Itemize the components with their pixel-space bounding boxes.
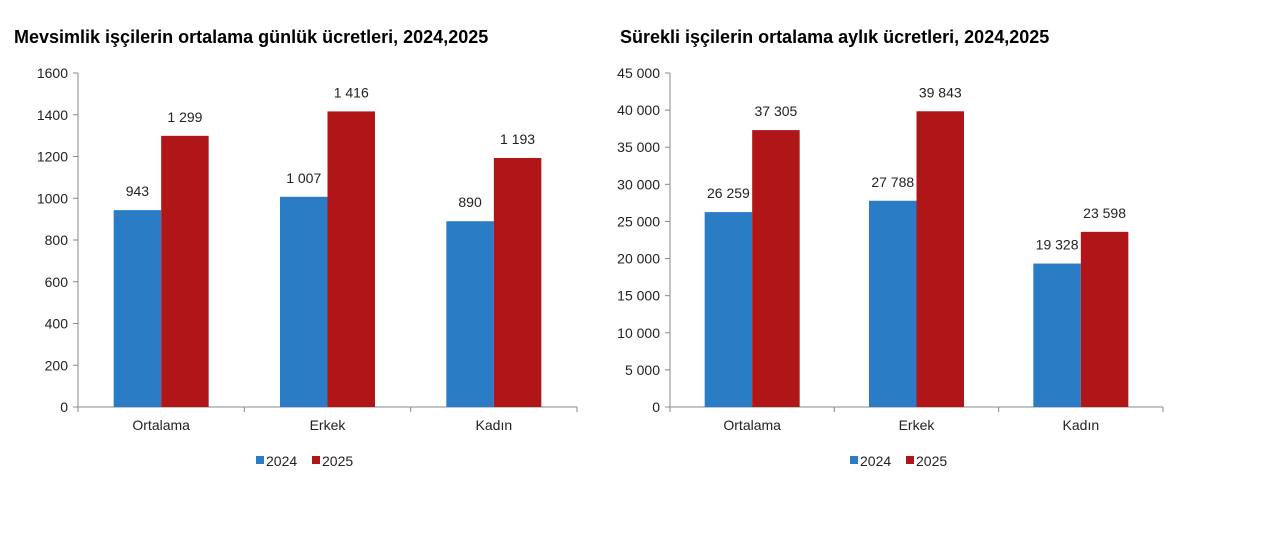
y-tick-label: 400 bbox=[45, 316, 69, 332]
x-tick-label: Kadın bbox=[476, 417, 513, 433]
legend-label: 2024 bbox=[266, 453, 297, 469]
y-tick-label: 0 bbox=[652, 399, 660, 415]
y-tick-label: 600 bbox=[45, 274, 69, 290]
y-tick-label: 1200 bbox=[37, 149, 68, 165]
x-tick-label: Kadın bbox=[1063, 417, 1100, 433]
legend-swatch-2025 bbox=[906, 456, 914, 464]
data-label: 26 259 bbox=[707, 185, 750, 201]
y-tick-label: 1400 bbox=[37, 107, 68, 123]
data-label: 37 305 bbox=[755, 103, 798, 119]
bar-2024-kadın bbox=[446, 221, 494, 407]
y-tick-label: 5 000 bbox=[625, 362, 660, 378]
x-tick-label: Ortalama bbox=[723, 417, 781, 433]
legend-label: 2025 bbox=[322, 453, 353, 469]
data-label: 1 299 bbox=[167, 109, 202, 125]
bar-2025-erkek bbox=[327, 111, 375, 407]
data-label: 1 193 bbox=[500, 131, 535, 147]
data-label: 23 598 bbox=[1083, 205, 1126, 221]
bar-2025-kadın bbox=[493, 157, 542, 407]
x-tick-label: Erkek bbox=[310, 417, 347, 433]
data-label: 1 007 bbox=[286, 170, 321, 186]
y-tick-label: 800 bbox=[45, 232, 69, 248]
legend-swatch-2024 bbox=[256, 456, 264, 464]
bar-2025-erkek bbox=[916, 111, 964, 407]
legend-label: 2024 bbox=[860, 453, 891, 469]
y-tick-label: 0 bbox=[60, 399, 68, 415]
y-tick-label: 10 000 bbox=[617, 325, 660, 341]
legend-label: 2025 bbox=[916, 453, 947, 469]
bar-2024-kadın bbox=[1033, 263, 1081, 407]
y-tick-label: 25 000 bbox=[617, 213, 660, 229]
y-tick-label: 15 000 bbox=[617, 288, 660, 304]
bar-2025-kadın bbox=[1080, 231, 1129, 407]
bar-2024-ortalama bbox=[704, 212, 753, 407]
y-tick-label: 1000 bbox=[37, 190, 68, 206]
data-label: 1 416 bbox=[334, 84, 369, 100]
y-tick-label: 30 000 bbox=[617, 176, 660, 192]
y-tick-label: 1600 bbox=[37, 65, 68, 81]
x-tick-label: Ortalama bbox=[132, 417, 190, 433]
chart-title-permanent: Sürekli işçilerin ortalama aylık ücretle… bbox=[620, 27, 1050, 47]
bar-2024-ortalama bbox=[113, 210, 162, 407]
bar-2025-ortalama bbox=[161, 135, 209, 408]
bar-2024-erkek bbox=[280, 196, 328, 407]
bar-2024-erkek bbox=[869, 200, 917, 407]
chart-title-seasonal: Mevsimlik işçilerin ortalama günlük ücre… bbox=[14, 27, 489, 47]
legend-swatch-2025 bbox=[312, 456, 320, 464]
y-tick-label: 20 000 bbox=[617, 251, 660, 267]
data-label: 39 843 bbox=[919, 84, 962, 100]
legend-swatch-2024 bbox=[850, 456, 858, 464]
data-label: 19 328 bbox=[1036, 237, 1079, 253]
data-label: 890 bbox=[458, 194, 482, 210]
y-tick-label: 40 000 bbox=[617, 102, 660, 118]
x-tick-label: Erkek bbox=[899, 417, 936, 433]
data-label: 27 788 bbox=[871, 174, 914, 190]
data-label: 943 bbox=[126, 183, 150, 199]
bar-2025-ortalama bbox=[752, 130, 800, 407]
y-tick-label: 35 000 bbox=[617, 139, 660, 155]
y-tick-label: 45 000 bbox=[617, 65, 660, 81]
y-tick-label: 200 bbox=[45, 357, 69, 373]
